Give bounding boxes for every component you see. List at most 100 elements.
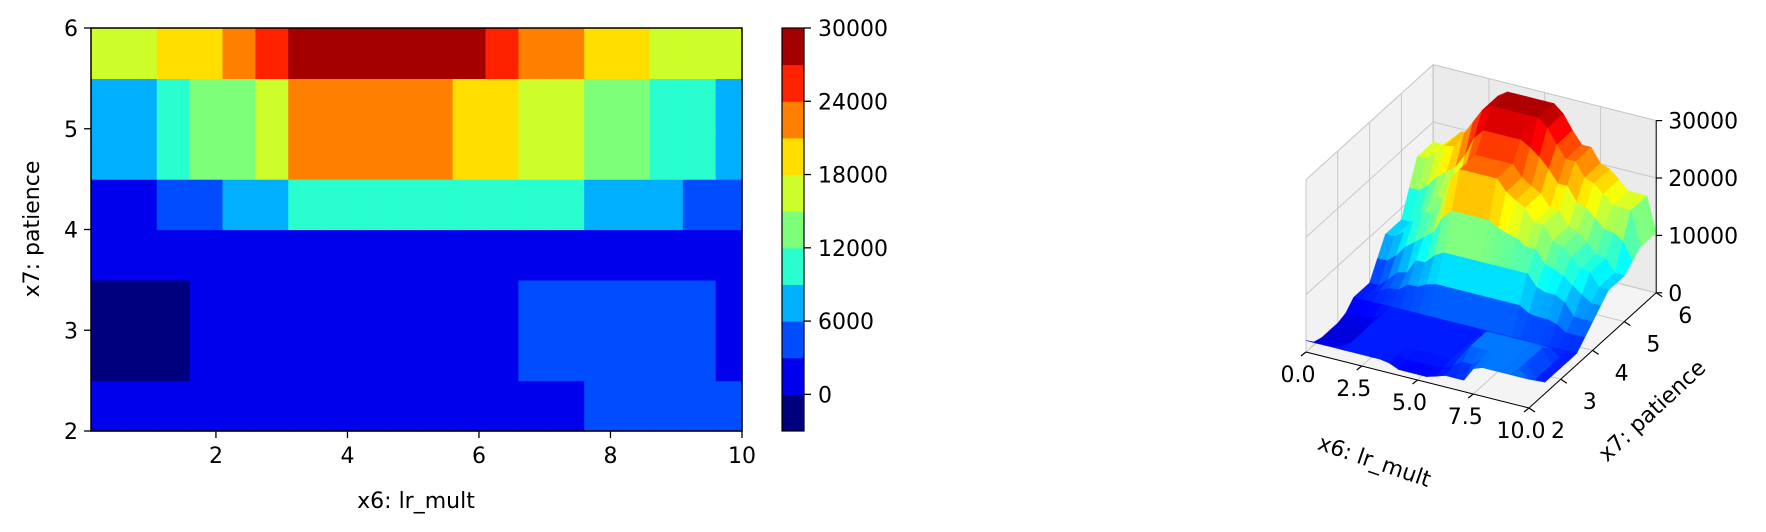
contour-cell — [649, 229, 684, 281]
colorbar-ticks: 0 6000 12000 18000 24000 30000 — [804, 17, 888, 408]
contour-cell — [715, 128, 743, 180]
contour-cell — [156, 128, 191, 180]
contour-y-tick-label: 4 — [64, 219, 78, 244]
colorbar-cell — [782, 174, 804, 212]
contour-cell — [189, 128, 224, 180]
colorbar-cell — [782, 247, 804, 285]
contour-cell — [354, 330, 388, 382]
contour-cell — [123, 330, 158, 382]
contour-cell — [518, 380, 552, 432]
colorbar-cell — [782, 284, 804, 322]
contour-cell — [222, 28, 256, 79]
contour-cell — [682, 28, 717, 79]
contour-cell — [123, 380, 158, 432]
contour-cell — [452, 380, 487, 432]
contour-cell — [321, 179, 355, 231]
contour-cell — [715, 229, 743, 281]
contour-cells — [91, 28, 743, 432]
contour-cell — [288, 128, 322, 180]
contour-cell — [321, 28, 355, 79]
contour-cell — [354, 229, 388, 281]
contour-plot: 2 4 6 8 10 2 3 4 5 6 x6: lr_mult x7: patience — [20, 17, 756, 514]
colorbar-cell — [782, 137, 804, 176]
contour-cell — [91, 128, 125, 180]
contour-cell — [649, 330, 684, 382]
contour-cell — [584, 380, 618, 432]
contour-cell — [617, 279, 651, 331]
surface-patches — [1305, 91, 1657, 383]
contour-cell — [288, 28, 322, 79]
contour-cell — [485, 78, 520, 130]
contour-cell — [354, 179, 388, 231]
contour-cell — [518, 128, 552, 180]
contour-cell — [321, 229, 355, 281]
contour-cell — [156, 78, 191, 130]
contour-cell — [649, 128, 684, 180]
contour-cell — [715, 179, 743, 231]
contour-cell — [485, 28, 520, 79]
contour-y-tick-label: 2 — [64, 420, 78, 445]
contour-cell — [682, 229, 717, 281]
contour-cell — [551, 380, 585, 432]
contour-cell — [288, 380, 322, 432]
contour-cell — [288, 330, 322, 382]
contour-cell — [189, 78, 224, 130]
surface-y-tick-label: 5 — [1646, 333, 1660, 358]
surface-grid-line — [1433, 64, 1657, 122]
surface-y-tick-label: 3 — [1583, 390, 1597, 415]
contour-cell — [321, 380, 355, 432]
contour-cell — [354, 28, 388, 79]
surface-x-tick-mark — [1356, 365, 1363, 371]
contour-cell — [222, 279, 256, 331]
contour-cell — [649, 78, 684, 130]
surface-z-tick-label: 10000 — [1668, 224, 1738, 249]
colorbar-cell — [782, 357, 804, 395]
contour-cell — [386, 279, 421, 331]
contour-x-ticks: 2 4 6 8 10 — [209, 431, 756, 469]
contour-cell — [222, 78, 256, 130]
surface-grid-line — [1305, 121, 1434, 238]
contour-cell — [419, 128, 454, 180]
contour-cell — [617, 128, 651, 180]
contour-cell — [682, 330, 717, 382]
contour-cell — [551, 128, 585, 180]
contour-cell — [715, 380, 743, 432]
contour-cell — [419, 380, 454, 432]
contour-y-axis-label: x7: patience — [20, 161, 45, 298]
contour-cell — [255, 28, 289, 79]
contour-cell — [485, 330, 520, 382]
contour-cell — [584, 28, 618, 79]
contour-cell — [91, 28, 125, 79]
contour-y-tick-label: 6 — [64, 17, 78, 42]
colorbar-tick-label: 18000 — [818, 164, 888, 189]
contour-x-tick-label: 4 — [340, 444, 354, 469]
colorbar-cell — [782, 101, 804, 139]
surface-x-tick-label: 7.5 — [1448, 405, 1483, 430]
contour-cell — [156, 380, 191, 432]
surface-x-axis-label: x6: lr_mult — [1314, 431, 1434, 493]
contour-cell — [452, 330, 487, 382]
surface-z-tick-label: 30000 — [1668, 110, 1738, 135]
contour-cell — [518, 330, 552, 382]
surface-z-tick-label: 0 — [1668, 282, 1682, 307]
contour-cell — [189, 279, 224, 331]
contour-cell — [551, 179, 585, 231]
surface-z-tick-label: 20000 — [1668, 167, 1738, 192]
contour-cell — [222, 128, 256, 180]
contour-cell — [91, 330, 125, 382]
colorbar-frame — [781, 27, 805, 432]
contour-cell — [584, 179, 618, 231]
contour-cell — [354, 128, 388, 180]
contour-cell — [354, 78, 388, 130]
contour-cell — [189, 229, 224, 281]
colorbar-cell — [782, 64, 804, 102]
contour-cell — [321, 128, 355, 180]
contour-x-tick-label: 6 — [472, 444, 486, 469]
contour-cell — [452, 179, 487, 231]
contour-cell — [649, 179, 684, 231]
contour-cell — [452, 28, 487, 79]
contour-cell — [386, 330, 421, 382]
contour-cell — [715, 279, 743, 331]
contour-cell — [321, 78, 355, 130]
